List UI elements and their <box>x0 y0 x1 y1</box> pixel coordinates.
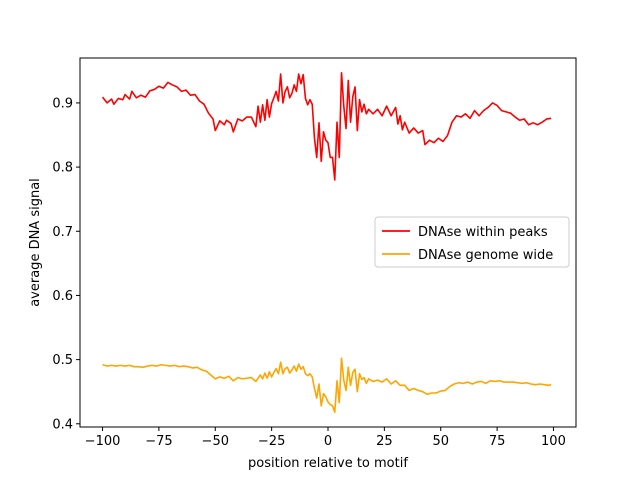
y-axis: 0.4 0.5 0.6 0.7 0.8 0.9 <box>52 96 80 432</box>
y-axis-label: average DNA signal <box>28 178 43 307</box>
legend-label-genome: DNAse genome wide <box>418 248 553 263</box>
y-tick-label: 0.4 <box>52 417 73 432</box>
x-tick-label: −50 <box>202 434 229 449</box>
y-tick-label: 0.6 <box>52 289 73 304</box>
x-tick-label: 75 <box>489 434 506 449</box>
y-tick-label: 0.5 <box>52 353 73 368</box>
y-tick-label: 0.9 <box>52 96 73 111</box>
x-tick-label: 0 <box>324 434 332 449</box>
x-tick-label: 100 <box>541 434 566 449</box>
x-tick-label: 50 <box>432 434 449 449</box>
x-tick-label: −75 <box>145 434 172 449</box>
x-axis: −100 −75 −50 −25 0 25 50 75 100 <box>85 427 566 449</box>
y-tick-label: 0.7 <box>52 225 73 240</box>
series-line-1 <box>102 357 552 414</box>
series-line-0 <box>101 71 552 181</box>
legend-box <box>374 216 570 268</box>
x-tick-label: −25 <box>258 434 285 449</box>
legend-label-peaks: DNAse within peaks <box>418 225 548 240</box>
x-axis-label: position relative to motif <box>248 456 408 471</box>
legend: DNAse within peaks DNAse genome wide <box>374 216 570 268</box>
x-tick-label: 25 <box>376 434 393 449</box>
x-tick-label: −100 <box>85 434 121 449</box>
series-layer <box>101 71 552 414</box>
y-tick-label: 0.8 <box>52 161 73 176</box>
